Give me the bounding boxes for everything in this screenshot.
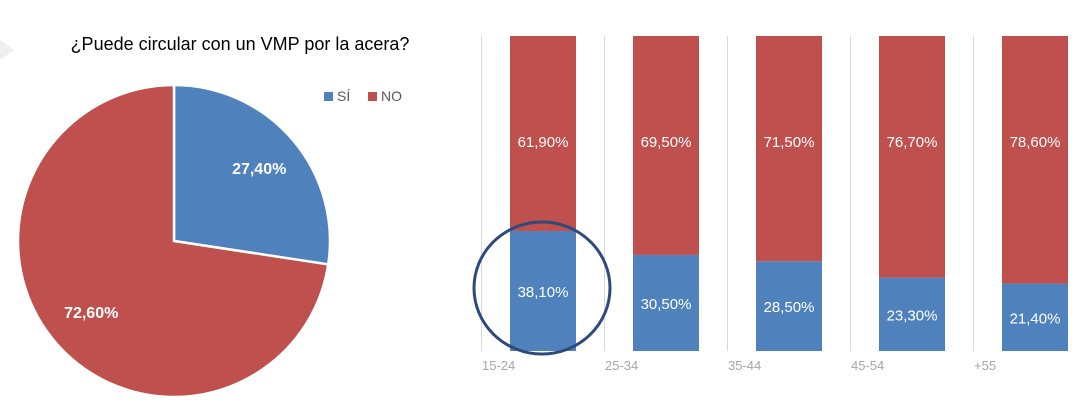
bar-label-no-25-34: 69,50%: [641, 134, 692, 151]
bar-label-no-+55: 78,60%: [1010, 134, 1061, 151]
bar-label-no-45-54: 76,70%: [887, 134, 938, 151]
bar-no-+55: [1002, 36, 1068, 284]
pie-data-label-no: 72,60%: [64, 305, 118, 322]
pie-chart-panel: ¿Puede circular con un VMP por la acera?…: [0, 0, 440, 405]
bar-si-35-44: [756, 261, 822, 351]
highlight-circle: [472, 220, 612, 356]
x-tick-label: 15-24: [482, 358, 515, 373]
bar-no-35-44: [756, 36, 822, 262]
bar-label-si-35-44: 28,50%: [764, 299, 815, 316]
bar-no-15-24: [510, 36, 576, 231]
pie-slice-no: [16, 83, 330, 399]
bar-chart-panel: 38,10% 61,90% 30,50% 69,50% 28,50% 71,50% 23,3…: [440, 0, 1089, 405]
legend-label-no: NO: [381, 88, 402, 104]
bar-label-si-25-34: 30,50%: [641, 296, 692, 313]
pie-chart: ¿Puede circular con un VMP por la acera?…: [16, 34, 410, 399]
stacked-bar-chart: 38,10% 61,90% 30,50% 69,50% 28,50% 71,50% 23,3…: [472, 36, 1068, 373]
bar-si-25-34: [633, 254, 699, 351]
legend-swatch-no: [368, 92, 377, 101]
bar-no-25-34: [633, 36, 699, 255]
pie-chart-title: ¿Puede circular con un VMP por la acera?: [71, 34, 410, 54]
bar-si-15-24: [510, 230, 576, 351]
x-tick-label: 45-54: [851, 358, 884, 373]
pie-slice-si: [172, 83, 332, 266]
decorative-corner: [0, 40, 14, 60]
bar-label-no-15-24: 61,90%: [518, 134, 569, 151]
bar-label-si-+55: 21,40%: [1010, 310, 1061, 327]
bar-label-si-15-24: 38,10%: [518, 284, 569, 301]
legend-label-si: SÍ: [337, 88, 350, 104]
legend-swatch-si: [324, 92, 333, 101]
x-tick-label: 35-44: [728, 358, 761, 373]
bar-label-si-45-54: 23,30%: [887, 307, 938, 324]
bar-no-45-54: [879, 36, 945, 278]
bar-si-45-54: [879, 277, 945, 351]
pie-data-label-si: 27,40%: [232, 161, 286, 178]
pie-legend: SÍ NO: [324, 88, 402, 104]
x-tick-label: 25-34: [605, 358, 638, 373]
x-tick-label: +55: [974, 358, 996, 373]
bar-label-no-35-44: 71,50%: [764, 134, 815, 151]
bar-si-+55: [1002, 283, 1068, 351]
